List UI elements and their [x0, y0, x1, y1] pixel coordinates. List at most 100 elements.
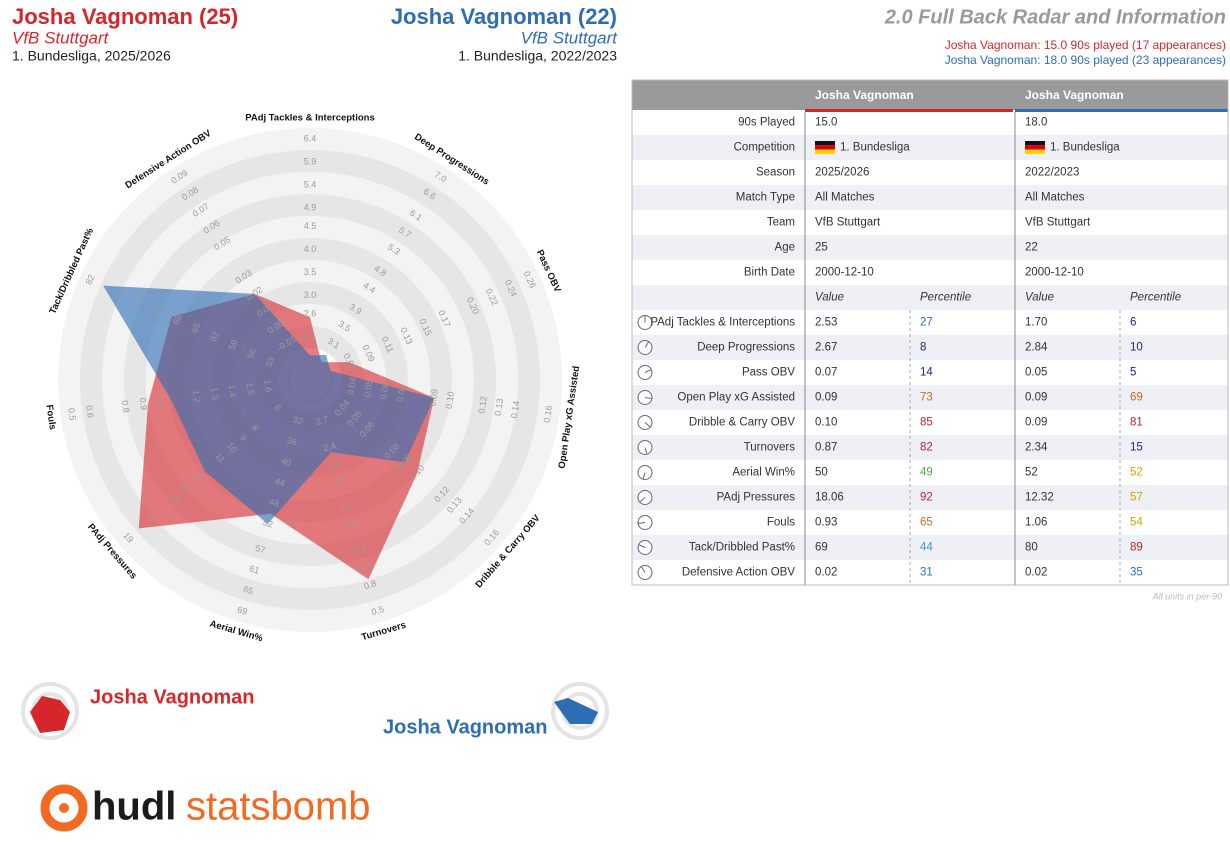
- metric-percentile: 44: [920, 542, 933, 554]
- metric-percentile: 69: [1130, 392, 1143, 404]
- note: Josha Vagnoman: 18.0 90s played (23 appe…: [945, 53, 1226, 67]
- tick-label: 0.06: [378, 381, 390, 400]
- metric-value: 18.06: [815, 492, 844, 504]
- metric-label: Fouls: [767, 517, 795, 529]
- tick-label: 1.5: [345, 518, 360, 531]
- metric-percentile: 5: [1130, 367, 1136, 379]
- row-label: Match Type: [736, 192, 795, 204]
- metric-percentile: 85: [920, 417, 933, 429]
- metric-icon: [639, 497, 646, 503]
- tick-label: 1.7: [340, 500, 355, 513]
- metric-label: Tack/Dribbled Past%: [689, 542, 795, 554]
- tick-label: 0.05: [362, 379, 374, 398]
- legend-icon: [551, 682, 609, 740]
- metric-value: 0.02: [815, 567, 837, 579]
- legend-label: Josha Vagnoman: [383, 716, 548, 738]
- metric-icon: [644, 397, 652, 399]
- metric-value: 0.09: [1025, 417, 1047, 429]
- player-team: VfB Stuttgart: [12, 28, 110, 47]
- tick-label: 2.4: [322, 440, 337, 453]
- tick-label: 1.4: [227, 384, 239, 398]
- metric-label: PAdj Pressures: [717, 492, 796, 504]
- grid-ring: [102, 172, 518, 588]
- row-background: [632, 435, 1228, 460]
- tick-label: 65: [189, 321, 202, 334]
- column-header: Josha Vagnoman: [815, 88, 914, 102]
- row-background: [632, 235, 1228, 260]
- row-label: Competition: [734, 142, 795, 154]
- tick-label: 0.9: [137, 397, 149, 411]
- player-competition: 1. Bundesliga, 2022/2023: [458, 48, 617, 64]
- metric-icon: [644, 422, 651, 428]
- row-background: [632, 535, 1228, 560]
- table-border: [631, 79, 1229, 586]
- tick-label: 59: [226, 338, 239, 351]
- row-background: [632, 285, 1228, 310]
- metric-icon: [644, 341, 650, 348]
- tick-label: 17: [144, 510, 158, 524]
- flag: [815, 141, 835, 146]
- column-header: Josha Vagnoman: [1025, 88, 1124, 102]
- subheader: Percentile: [920, 292, 971, 304]
- metric-label: Dribble & Carry OBV: [689, 417, 795, 429]
- tick-label: 3.5: [304, 267, 317, 277]
- cell-value: VfB Stuttgart: [1025, 217, 1091, 229]
- metric-label: Defensive Action OBV: [682, 567, 795, 579]
- tick-label: 10: [225, 441, 239, 455]
- tick-label: 1.0: [155, 394, 167, 408]
- metric-percentile: 15: [1130, 442, 1143, 454]
- tick-label: 15: [167, 490, 181, 504]
- page-title: 2.0 Full Back Radar and Information: [884, 6, 1226, 28]
- axis-label: Fouls: [43, 404, 57, 431]
- row-background: [632, 135, 1228, 160]
- tick-label: 77: [115, 287, 128, 300]
- tick-label: 2.6: [304, 308, 317, 318]
- tick-label: 74: [133, 296, 146, 309]
- flag: [815, 145, 835, 150]
- metric-value: 80: [1025, 542, 1038, 554]
- tick-label: 0.16: [542, 405, 554, 424]
- tick-label: 2.2: [327, 457, 342, 470]
- radar: 2.1 2.6 3.0 3.5 4.0 4.5 4.9 5.4 5.9 6.4 PAdj Tackl…: [43, 113, 582, 645]
- cell-value: 22: [1025, 242, 1038, 254]
- metric-percentile: 49: [920, 467, 933, 479]
- tick-label: 0.14: [509, 400, 521, 419]
- metric-value: 2.53: [815, 317, 837, 329]
- tick-label: 5.9: [304, 156, 317, 166]
- metric-percentile: 31: [920, 567, 933, 579]
- metric-percentile: 65: [920, 517, 933, 529]
- tick-label: 53: [264, 355, 277, 368]
- tick-label: 2.0: [332, 475, 347, 488]
- metric-percentile: 54: [1130, 517, 1143, 529]
- tick-label: 4.9: [304, 202, 317, 212]
- grid-ring: [124, 194, 496, 566]
- metric-value: 0.10: [815, 417, 837, 429]
- column-underline: [1015, 109, 1228, 112]
- tick-label: 5.4: [304, 179, 317, 189]
- row-label: Age: [775, 242, 795, 254]
- tick-label: 13: [190, 471, 204, 485]
- cell-value: 2000-12-10: [1025, 267, 1084, 279]
- logo-brand: hudl: [92, 785, 176, 829]
- tick-label: 9: [238, 433, 249, 443]
- tick-label: 68: [171, 313, 184, 326]
- tick-label: 1.2: [191, 389, 203, 403]
- cell-value: 2022/2023: [1025, 167, 1079, 179]
- axis-label: PAdj Tackles & Interceptions: [245, 113, 375, 124]
- subheader: Value: [1025, 292, 1054, 304]
- cell-value: VfB Stuttgart: [815, 217, 881, 229]
- tick-label: 71: [152, 304, 165, 317]
- tick-label: 0.13: [493, 398, 505, 417]
- metric-percentile: 82: [920, 442, 933, 454]
- tick-label: 6: [273, 403, 284, 413]
- tick-label: 2.1: [304, 331, 317, 341]
- subheader: Percentile: [1130, 292, 1181, 304]
- tick-label: 52: [262, 517, 274, 529]
- player-title: Josha Vagnoman (25): [12, 4, 238, 29]
- metric-percentile: 35: [1130, 567, 1143, 579]
- row-background: [632, 185, 1228, 210]
- metric-value: 0.09: [1025, 392, 1047, 404]
- cell-value: 2000-12-10: [815, 267, 874, 279]
- tick-label: 0.10: [444, 391, 456, 410]
